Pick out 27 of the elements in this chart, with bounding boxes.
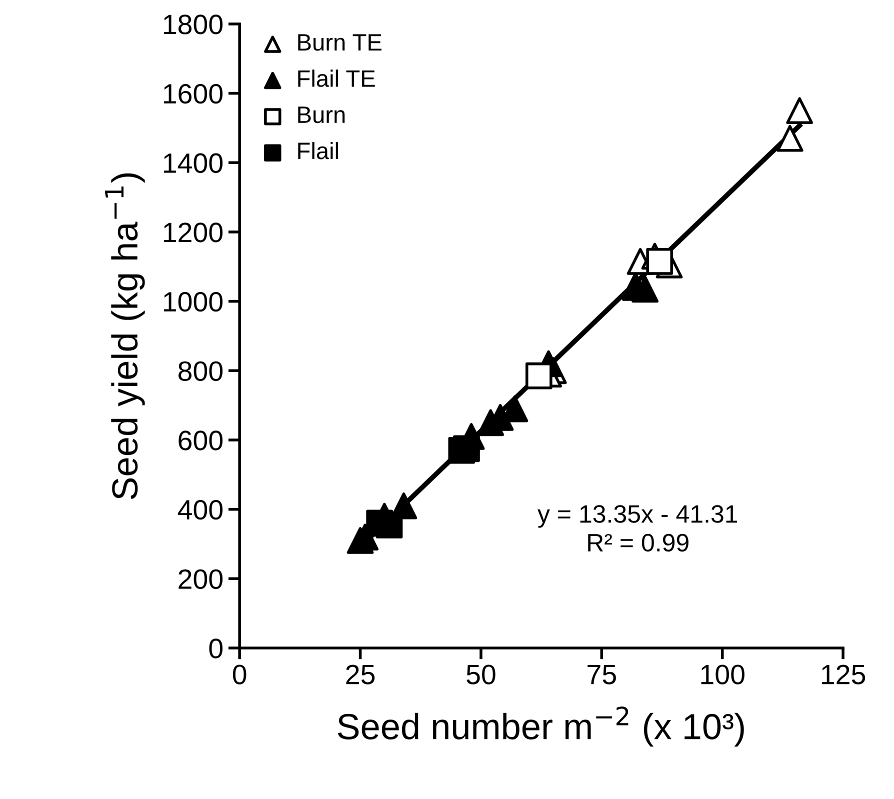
- point: [453, 435, 480, 462]
- x-axis-title: Seed number m$^{−2}$ (x 10³): [338, 706, 744, 747]
- y-tick-label: 1800: [164, 14, 223, 34]
- point: [525, 362, 552, 390]
- y-tick-label: 1600: [164, 84, 223, 104]
- legend-label: Flail TE: [298, 70, 375, 87]
- x-tick-label: 100: [701, 664, 744, 684]
- x-tick-label: 25: [346, 664, 375, 684]
- y-tick-label: 600: [178, 430, 223, 450]
- legend-label: Burn TE: [298, 34, 382, 51]
- x-tick-label: 0: [232, 664, 246, 684]
- y-tick-label: 1000: [164, 292, 223, 312]
- point: [346, 527, 374, 554]
- y-tick-label: 0: [209, 638, 223, 658]
- x-tick-label: 125: [822, 664, 866, 684]
- y-tick-label: 1400: [164, 153, 223, 173]
- legend-label: Burn: [298, 106, 345, 124]
- y-tick-label: 400: [178, 500, 223, 520]
- y-tick-label: 1200: [164, 222, 223, 242]
- annotation: y = 13.35x - 41.31 R² = 0.99: [538, 505, 738, 552]
- y-tick-label: 800: [178, 361, 223, 381]
- point: [632, 276, 659, 303]
- x-tick-label: 75: [588, 664, 616, 684]
- legend-label: Flail: [298, 142, 338, 160]
- x-tick-label: 50: [466, 664, 496, 684]
- y-axis-title: Seed yield (kg ha$^{−1}$): [105, 173, 145, 500]
- y-tick-label: 200: [178, 569, 223, 589]
